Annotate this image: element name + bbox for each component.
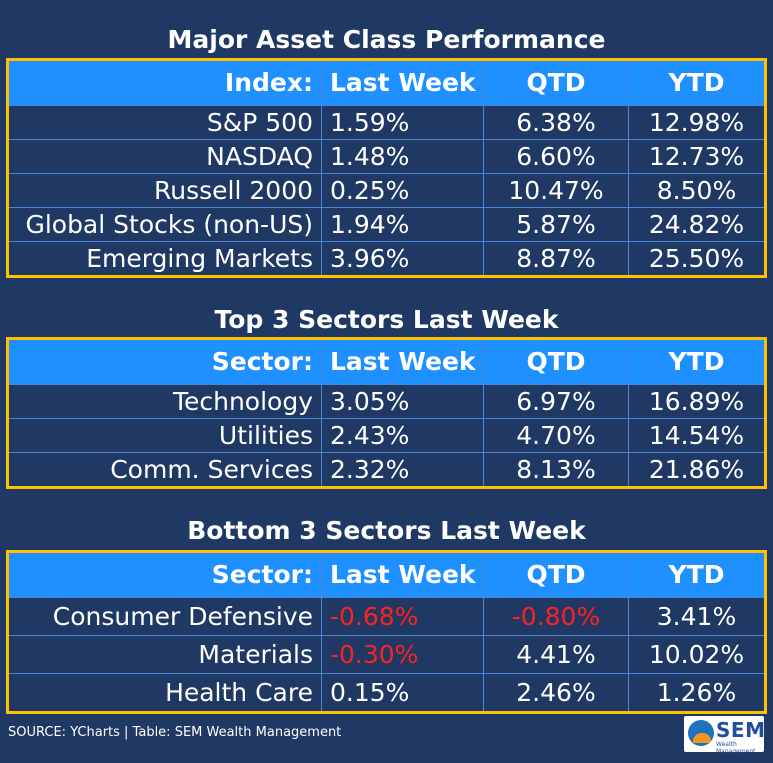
cell-last-week: 2.32% [321, 452, 484, 488]
sem-logo-tagline: Wealth Management [716, 741, 756, 755]
header-ytd: YTD [628, 551, 766, 598]
header-last-week: Last Week [321, 338, 484, 385]
top-sectors-table: Sector: Last Week QTD YTD Technology 3.0… [6, 337, 767, 489]
cell-qtd: 8.13% [483, 452, 629, 488]
cell-last-week: -0.30% [321, 635, 484, 674]
sem-logo: SEM Wealth Management [684, 716, 766, 755]
row-label: Consumer Defensive [7, 597, 322, 636]
row-label: Emerging Markets [7, 241, 322, 277]
cell-qtd: 5.87% [483, 207, 629, 242]
cell-ytd: 16.89% [628, 384, 766, 419]
cell-last-week: 0.15% [321, 673, 484, 713]
table-title-bottom-sectors: Bottom 3 Sectors Last Week [187, 516, 586, 545]
bottom-sectors-table: Sector: Last Week QTD YTD Consumer Defen… [6, 550, 767, 714]
cell-qtd: 6.60% [483, 139, 629, 174]
table-row: Russell 2000 0.25% 10.47% 8.50% [7, 173, 766, 208]
cell-qtd: 6.97% [483, 384, 629, 419]
header-ytd: YTD [628, 338, 766, 385]
cell-last-week: -0.68% [321, 597, 484, 636]
row-label: S&P 500 [7, 105, 322, 140]
table-header-row: Sector: Last Week QTD YTD [7, 338, 766, 385]
header-last-week: Last Week [321, 551, 484, 598]
major-asset-table: Index: Last Week QTD YTD S&P 500 1.59% 6… [6, 58, 767, 278]
sem-logo-text: SEM [716, 718, 766, 742]
cell-ytd: 1.26% [628, 673, 766, 713]
row-label: Utilities [7, 418, 322, 453]
cell-ytd: 14.54% [628, 418, 766, 453]
cell-qtd: 4.70% [483, 418, 629, 453]
table-row: Consumer Defensive -0.68% -0.80% 3.41% [7, 597, 766, 636]
cell-ytd: 3.41% [628, 597, 766, 636]
row-label: NASDAQ [7, 139, 322, 174]
cell-last-week: 0.25% [321, 173, 484, 208]
source-note: SOURCE: YCharts | Table: SEM Wealth Mana… [8, 725, 342, 740]
cell-qtd: 8.87% [483, 241, 629, 277]
cell-last-week: 1.48% [321, 139, 484, 174]
cell-qtd: -0.80% [483, 597, 629, 636]
cell-ytd: 21.86% [628, 452, 766, 488]
table-row: Comm. Services 2.32% 8.13% 21.86% [7, 452, 766, 488]
header-qtd: QTD [483, 338, 629, 385]
header-sector: Sector: [7, 551, 322, 598]
cell-qtd: 10.47% [483, 173, 629, 208]
table-title-top-sectors: Top 3 Sectors Last Week [214, 305, 559, 334]
cell-last-week: 1.94% [321, 207, 484, 242]
cell-last-week: 1.59% [321, 105, 484, 140]
table-row: Global Stocks (non-US) 1.94% 5.87% 24.82… [7, 207, 766, 242]
row-label: Technology [7, 384, 322, 419]
row-label: Materials [7, 635, 322, 674]
table-row: Utilities 2.43% 4.70% 14.54% [7, 418, 766, 453]
header-index: Index: [7, 59, 322, 106]
table-row: Health Care 0.15% 2.46% 1.26% [7, 673, 766, 713]
row-label: Global Stocks (non-US) [7, 207, 322, 242]
table-header-row: Index: Last Week QTD YTD [7, 59, 766, 106]
cell-last-week: 3.96% [321, 241, 484, 277]
row-label: Health Care [7, 673, 322, 713]
cell-last-week: 3.05% [321, 384, 484, 419]
header-sector: Sector: [7, 338, 322, 385]
cell-qtd: 6.38% [483, 105, 629, 140]
cell-last-week: 2.43% [321, 418, 484, 453]
table-title-major-asset: Major Asset Class Performance [167, 25, 606, 54]
table-header-row: Sector: Last Week QTD YTD [7, 551, 766, 598]
row-label: Comm. Services [7, 452, 322, 488]
table-row: Technology 3.05% 6.97% 16.89% [7, 384, 766, 419]
cell-ytd: 12.73% [628, 139, 766, 174]
table-row: S&P 500 1.59% 6.38% 12.98% [7, 105, 766, 140]
header-qtd: QTD [483, 59, 629, 106]
cell-ytd: 12.98% [628, 105, 766, 140]
cell-qtd: 4.41% [483, 635, 629, 674]
table-row: Materials -0.30% 4.41% 10.02% [7, 635, 766, 674]
row-label: Russell 2000 [7, 173, 322, 208]
cell-ytd: 10.02% [628, 635, 766, 674]
cell-ytd: 24.82% [628, 207, 766, 242]
table-row: NASDAQ 1.48% 6.60% 12.73% [7, 139, 766, 174]
header-ytd: YTD [628, 59, 766, 106]
cell-ytd: 8.50% [628, 173, 766, 208]
cell-ytd: 25.50% [628, 241, 766, 277]
sem-logo-icon [688, 720, 714, 746]
header-last-week: Last Week [321, 59, 484, 106]
table-row: Emerging Markets 3.96% 8.87% 25.50% [7, 241, 766, 277]
cell-qtd: 2.46% [483, 673, 629, 713]
header-qtd: QTD [483, 551, 629, 598]
